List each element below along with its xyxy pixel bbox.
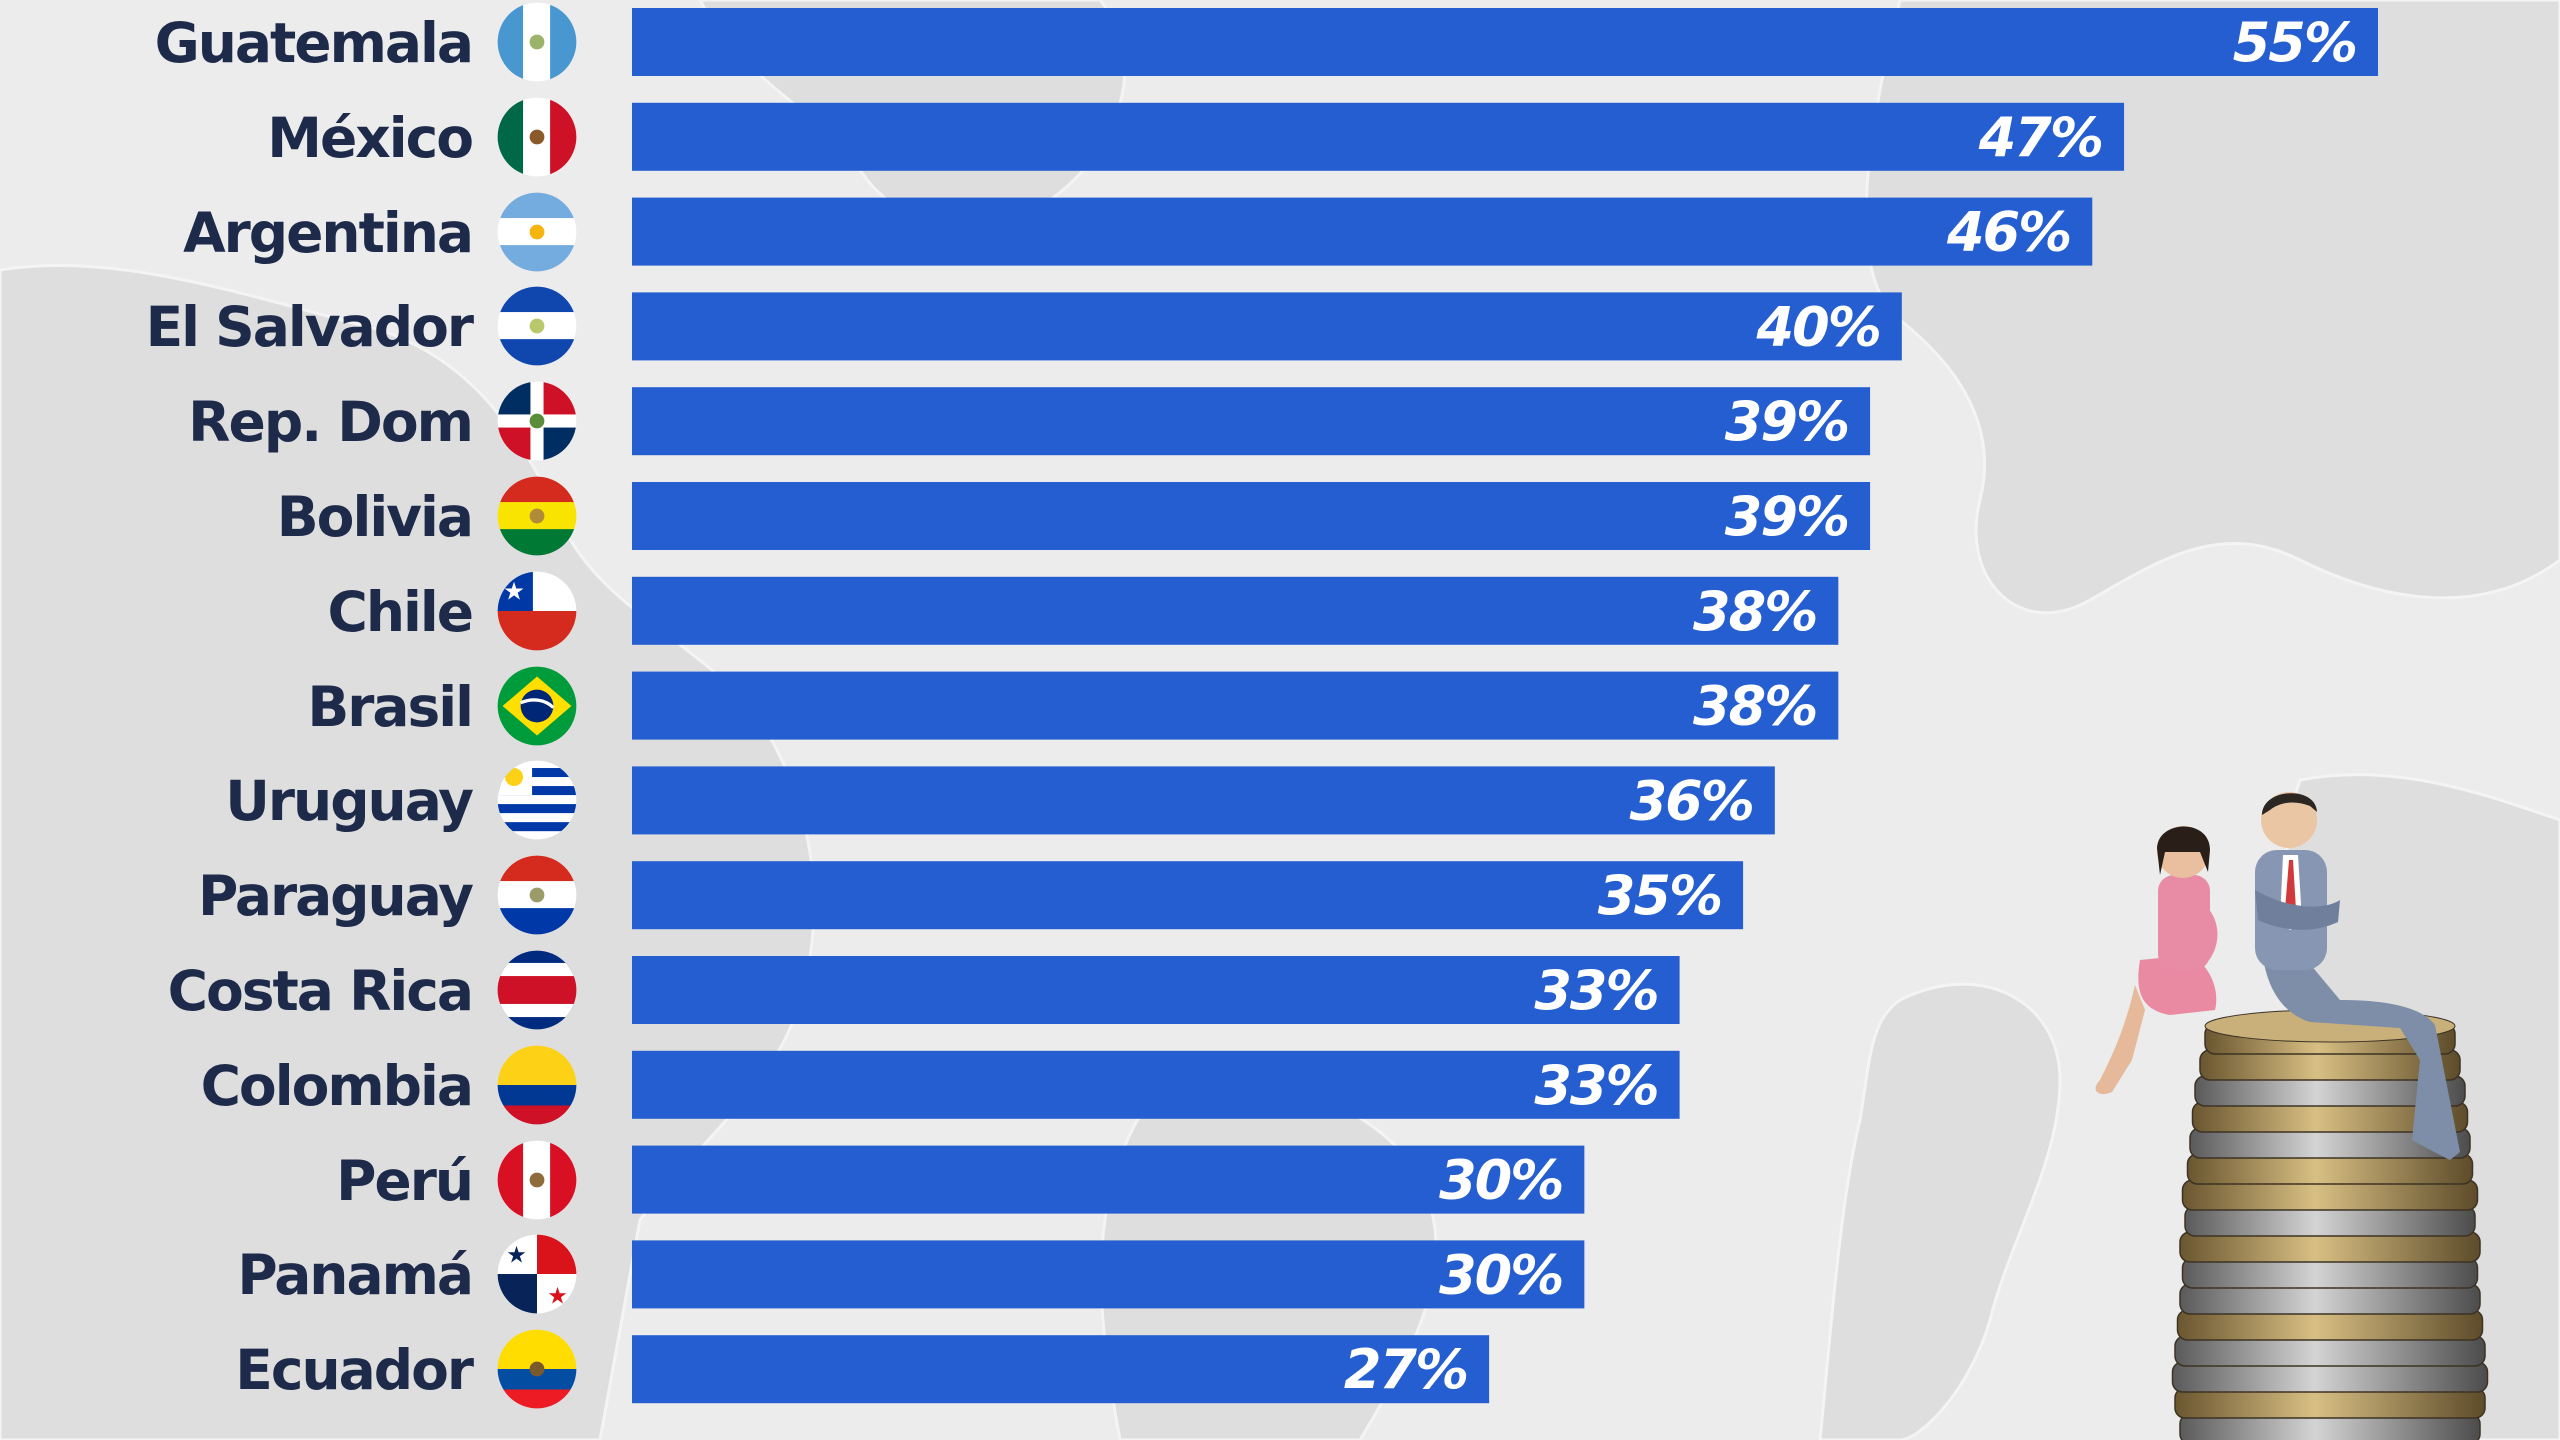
data-label-ecuador: 27% bbox=[1344, 1338, 1467, 1401]
category-label-brasil: Brasil bbox=[307, 674, 474, 739]
bar-rep-dom bbox=[632, 387, 1871, 456]
bar-guatemala bbox=[632, 8, 2378, 76]
data-label-paraguay: 35% bbox=[1598, 864, 1721, 927]
category-label-ecuador: Ecuador bbox=[235, 1338, 474, 1403]
paraguay-flag-icon bbox=[496, 854, 578, 936]
bolivia-flag-icon bbox=[496, 475, 578, 557]
uruguay-flag-icon bbox=[496, 759, 578, 841]
colombia-flag-icon bbox=[496, 1044, 578, 1126]
bar-colombia bbox=[632, 1050, 1680, 1119]
category-label-mexico: México bbox=[267, 105, 474, 170]
data-label-panama: 30% bbox=[1439, 1243, 1562, 1306]
svg-text:★: ★ bbox=[547, 1284, 568, 1310]
bar-brasil bbox=[632, 671, 1839, 740]
peru-flag-icon bbox=[496, 1139, 578, 1221]
figurines-on-coin-stack-illustration bbox=[2095, 792, 2489, 1440]
category-label-peru: Perú bbox=[336, 1148, 474, 1213]
costa-rica-flag-icon bbox=[496, 949, 578, 1031]
guatemala-flag-icon bbox=[496, 1, 578, 83]
bar-bolivia bbox=[632, 482, 1871, 550]
category-label-chile: Chile bbox=[327, 579, 474, 644]
category-label-guatemala: Guatemala bbox=[154, 11, 474, 75]
man-figurine bbox=[2255, 792, 2460, 1160]
category-label-costa-rica: Costa Rica bbox=[167, 959, 474, 1023]
chile-flag-icon: ★ bbox=[496, 570, 578, 652]
bar-uruguay bbox=[632, 766, 1775, 835]
bar-argentina bbox=[632, 197, 2093, 266]
bar-mexico bbox=[632, 102, 2125, 171]
mexico-flag-icon bbox=[496, 96, 578, 178]
category-label-rep-dom: Rep. Dom bbox=[188, 390, 474, 455]
brazil-flag-icon bbox=[496, 665, 578, 747]
data-label-peru: 30% bbox=[1439, 1149, 1562, 1212]
bar-chile bbox=[632, 576, 1839, 645]
data-label-el-salvador: 40% bbox=[1756, 295, 1880, 358]
ecuador-flag-icon bbox=[496, 1328, 578, 1410]
svg-text:★: ★ bbox=[506, 1243, 527, 1269]
data-label-brasil: 38% bbox=[1693, 675, 1816, 738]
el-salvador-flag-icon bbox=[496, 285, 578, 367]
bar-costa-rica bbox=[632, 956, 1680, 1024]
bar-panama bbox=[632, 1240, 1585, 1309]
bar-paraguay bbox=[632, 861, 1744, 930]
category-label-colombia: Colombia bbox=[200, 1053, 474, 1118]
data-label-mexico: 47% bbox=[1978, 106, 2102, 169]
bar-peru bbox=[632, 1145, 1585, 1214]
bar-el-salvador bbox=[632, 292, 1902, 361]
woman-figurine bbox=[2095, 826, 2218, 1095]
category-label-argentina: Argentina bbox=[183, 200, 474, 265]
category-label-bolivia: Bolivia bbox=[276, 485, 474, 549]
data-label-argentina: 46% bbox=[1946, 201, 2070, 264]
data-label-colombia: 33% bbox=[1534, 1054, 1657, 1117]
category-label-uruguay: Uruguay bbox=[225, 769, 474, 834]
data-label-rep-dom: 39% bbox=[1725, 390, 1848, 453]
svg-text:★: ★ bbox=[503, 576, 525, 605]
argentina-flag-icon bbox=[496, 191, 578, 273]
category-label-panama: Panamá bbox=[237, 1243, 474, 1308]
category-label-el-salvador: El Salvador bbox=[145, 295, 474, 360]
category-label-paraguay: Paraguay bbox=[198, 864, 474, 929]
data-label-bolivia: 39% bbox=[1725, 485, 1848, 548]
data-label-guatemala: 55% bbox=[2233, 11, 2356, 74]
data-label-costa-rica: 33% bbox=[1534, 959, 1657, 1022]
panama-flag-icon: ★ ★ bbox=[496, 1233, 578, 1315]
data-label-chile: 38% bbox=[1693, 580, 1816, 643]
data-label-uruguay: 36% bbox=[1630, 769, 1753, 832]
bar-ecuador bbox=[632, 1335, 1490, 1404]
dominican-republic-flag-icon bbox=[496, 380, 578, 462]
